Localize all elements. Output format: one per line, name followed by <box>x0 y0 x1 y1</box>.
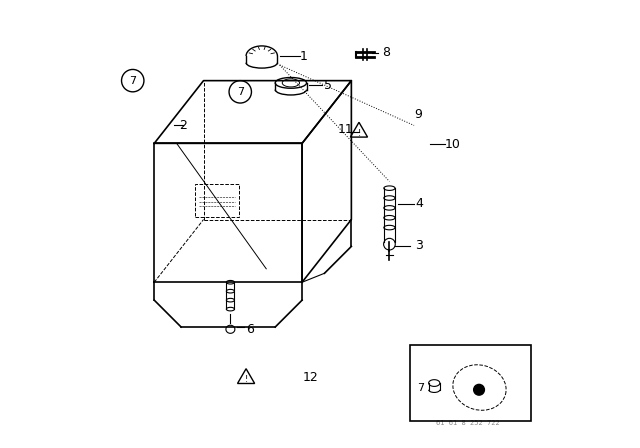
Text: 1: 1 <box>300 49 307 63</box>
Text: 9: 9 <box>415 108 422 121</box>
Bar <box>410 345 531 421</box>
Text: 4: 4 <box>415 197 424 211</box>
Text: 3: 3 <box>415 239 424 252</box>
Text: 7: 7 <box>237 87 244 97</box>
Circle shape <box>474 384 484 395</box>
Text: !: ! <box>244 375 248 384</box>
Text: 5: 5 <box>324 78 332 92</box>
Text: 7: 7 <box>417 383 424 392</box>
Text: 2: 2 <box>179 119 188 132</box>
Text: 10: 10 <box>444 138 460 151</box>
Text: 12: 12 <box>303 370 319 384</box>
Text: !: ! <box>357 129 360 138</box>
Text: 6: 6 <box>246 323 255 336</box>
Text: 61 61 8 252 722: 61 61 8 252 722 <box>436 420 500 426</box>
Bar <box>195 184 239 217</box>
Text: 7: 7 <box>129 76 136 86</box>
Text: 8: 8 <box>382 46 390 60</box>
Text: 11: 11 <box>338 123 354 137</box>
